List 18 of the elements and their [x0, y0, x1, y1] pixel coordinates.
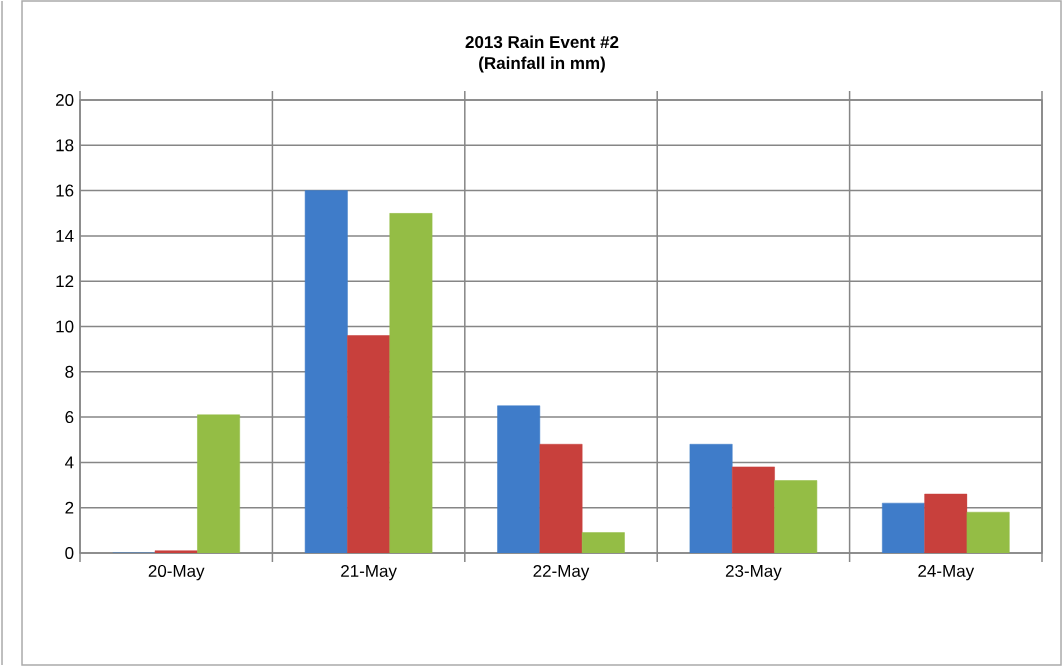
x-tick-label: 21-May	[341, 564, 397, 581]
y-tick-label: 8	[65, 365, 74, 378]
y-tick-label: 6	[65, 411, 74, 424]
x-tick-label: 24-May	[918, 564, 975, 581]
y-tick-label: 0	[65, 546, 74, 560]
y-tick-label: 20	[56, 93, 74, 107]
chart-title: 2013 Rain Event #2	[465, 35, 619, 49]
x-tick-label: 22-May	[533, 564, 590, 581]
y-tick-label: 14	[56, 230, 74, 242]
y-tick-label: 12	[56, 275, 74, 288]
y-tick-label: 16	[56, 184, 74, 197]
chart-subtitle: (Rainfall in mm)	[479, 56, 605, 73]
y-tick-label: 2	[65, 501, 74, 514]
x-tick-label: 23-May	[725, 564, 782, 581]
y-tick-label: 4	[65, 456, 74, 469]
y-tick-label: 10	[56, 320, 74, 333]
y-tick-label: 18	[56, 139, 74, 152]
x-tick-label: 20-May	[148, 564, 205, 581]
